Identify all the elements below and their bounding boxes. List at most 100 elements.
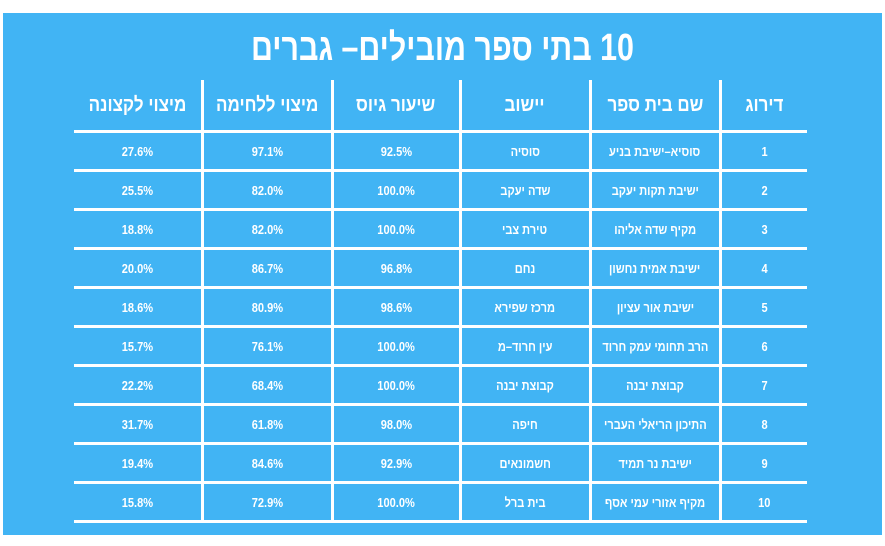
column-header-label: יישוב bbox=[505, 93, 545, 116]
cell-text: 86.7% bbox=[251, 260, 283, 276]
cell-rank: 2 bbox=[718, 170, 807, 211]
cell-text: 9 bbox=[761, 455, 768, 471]
cell-text: 92.5% bbox=[380, 143, 412, 159]
cell-combat-rate: 61.8% bbox=[200, 404, 332, 445]
cell-officer-rate: 19.4% bbox=[74, 443, 202, 484]
cell-combat-rate: 82.0% bbox=[200, 170, 332, 211]
column-header-label: מיצוי לקצונה bbox=[88, 93, 187, 116]
cell-officer-rate: 18.6% bbox=[74, 287, 202, 328]
cell-text: טירת צבי bbox=[502, 221, 548, 237]
cell-school-name: ישיבת אור עציון bbox=[588, 287, 720, 328]
cell-text: 27.6% bbox=[121, 143, 153, 159]
cell-text: בית ברל bbox=[504, 494, 546, 510]
cell-text: 18.8% bbox=[121, 221, 153, 237]
cell-enlistment-rate: 92.9% bbox=[330, 443, 460, 484]
table-row: 5 ישיבת אור עציון מרכז שפירא 98.6% 80.9% 18.6… bbox=[74, 287, 807, 328]
cell-locality: מרכז שפירא bbox=[458, 287, 590, 328]
infographic-panel: 10 בתי ספר מובילים– גברים דירוג שם בית ספ… bbox=[3, 13, 882, 535]
column-header-officer-rate: מיצוי לקצונה bbox=[74, 80, 202, 133]
schools-table: דירוג שם בית ספר יישוב שיעור גיוס מיצוי ללחי… bbox=[74, 80, 807, 523]
cell-text: 15.7% bbox=[121, 338, 153, 354]
cell-text: חשמונאים bbox=[499, 455, 551, 471]
column-header-rank: דירוג bbox=[718, 80, 807, 133]
cell-text: 20.0% bbox=[121, 260, 153, 276]
column-header-combat-rate: מיצוי ללחימה bbox=[200, 80, 332, 133]
cell-officer-rate: 22.2% bbox=[74, 365, 202, 406]
cell-text: ישיבת נר תמיד bbox=[618, 455, 692, 471]
cell-school-name: התיכון הריאלי העברי bbox=[588, 404, 720, 445]
cell-text: 68.4% bbox=[251, 377, 283, 393]
cell-text: נחם bbox=[514, 260, 536, 276]
cell-rank: 3 bbox=[718, 209, 807, 250]
cell-enlistment-rate: 98.0% bbox=[330, 404, 460, 445]
cell-text: 61.8% bbox=[251, 416, 283, 432]
cell-text: חיפה bbox=[512, 416, 538, 432]
table-row: 6 הרב תחומי עמק חרוד עין חרוד–מ 100.0% 76.1%… bbox=[74, 326, 807, 367]
page-title: 10 בתי ספר מובילים– גברים bbox=[251, 27, 634, 69]
cell-text: 18.6% bbox=[121, 299, 153, 315]
cell-locality: סוסיה bbox=[458, 131, 590, 172]
column-header-label: שם בית ספר bbox=[607, 93, 703, 116]
cell-combat-rate: 97.1% bbox=[200, 131, 332, 172]
cell-text: 19.4% bbox=[121, 455, 153, 471]
cell-enlistment-rate: 96.8% bbox=[330, 248, 460, 289]
cell-school-name: סוסיא–ישיבת בניע bbox=[588, 131, 720, 172]
cell-text: 15.8% bbox=[121, 494, 153, 510]
cell-text: 82.0% bbox=[251, 221, 283, 237]
column-header-enlistment-rate: שיעור גיוס bbox=[330, 80, 460, 133]
cell-rank: 7 bbox=[718, 365, 807, 406]
cell-officer-rate: 15.8% bbox=[74, 482, 202, 523]
column-header-school-name: שם בית ספר bbox=[588, 80, 720, 133]
cell-officer-rate: 27.6% bbox=[74, 131, 202, 172]
cell-text: 8 bbox=[761, 416, 768, 432]
cell-text: 80.9% bbox=[251, 299, 283, 315]
cell-text: 100.0% bbox=[377, 221, 415, 237]
table-row: 4 ישיבת אמית נחשון נחם 96.8% 86.7% 20.0% bbox=[74, 248, 807, 289]
cell-rank: 5 bbox=[718, 287, 807, 328]
column-header-label: דירוג bbox=[745, 93, 784, 116]
cell-enlistment-rate: 100.0% bbox=[330, 170, 460, 211]
cell-locality: בית ברל bbox=[458, 482, 590, 523]
cell-rank: 10 bbox=[718, 482, 807, 523]
cell-enlistment-rate: 92.5% bbox=[330, 131, 460, 172]
cell-text: 100.0% bbox=[377, 338, 415, 354]
cell-text: הרב תחומי עמק חרוד bbox=[601, 338, 708, 354]
cell-text: 4 bbox=[761, 260, 768, 276]
table-row: 1 סוסיא–ישיבת בניע סוסיה 92.5% 97.1% 27.6% bbox=[74, 131, 807, 172]
cell-officer-rate: 20.0% bbox=[74, 248, 202, 289]
cell-school-name: ישיבת נר תמיד bbox=[588, 443, 720, 484]
cell-enlistment-rate: 98.6% bbox=[330, 287, 460, 328]
cell-text: 25.5% bbox=[121, 182, 153, 198]
cell-combat-rate: 82.0% bbox=[200, 209, 332, 250]
table-row: 7 קבוצת יבנה קבוצת יבנה 100.0% 68.4% 22.2% bbox=[74, 365, 807, 406]
cell-combat-rate: 68.4% bbox=[200, 365, 332, 406]
cell-officer-rate: 18.8% bbox=[74, 209, 202, 250]
cell-school-name: ישיבת אמית נחשון bbox=[588, 248, 720, 289]
cell-text: 92.9% bbox=[380, 455, 412, 471]
cell-school-name: קבוצת יבנה bbox=[588, 365, 720, 406]
cell-text: התיכון הריאלי העברי bbox=[603, 416, 707, 432]
cell-text: 100.0% bbox=[377, 377, 415, 393]
column-header-label: שיעור גיוס bbox=[356, 93, 436, 116]
cell-school-name: מקיף אזורי עמי אסף bbox=[588, 482, 720, 523]
cell-officer-rate: 15.7% bbox=[74, 326, 202, 367]
table-row: 8 התיכון הריאלי העברי חיפה 98.0% 61.8% 31.7% bbox=[74, 404, 807, 445]
cell-text: סוסיא–ישיבת בניע bbox=[609, 143, 701, 159]
table-row: 2 ישיבת תקות יעקב שדה יעקב 100.0% 82.0% 25.5% bbox=[74, 170, 807, 211]
cell-text: 6 bbox=[761, 338, 768, 354]
cell-combat-rate: 86.7% bbox=[200, 248, 332, 289]
cell-locality: שדה יעקב bbox=[458, 170, 590, 211]
cell-rank: 8 bbox=[718, 404, 807, 445]
cell-text: 1 bbox=[761, 143, 768, 159]
cell-combat-rate: 72.9% bbox=[200, 482, 332, 523]
cell-text: ישיבת אור עציון bbox=[616, 299, 694, 315]
cell-rank: 6 bbox=[718, 326, 807, 367]
cell-text: סוסיה bbox=[510, 143, 540, 159]
cell-locality: טירת צבי bbox=[458, 209, 590, 250]
cell-text: 2 bbox=[761, 182, 768, 198]
cell-officer-rate: 31.7% bbox=[74, 404, 202, 445]
cell-locality: חיפה bbox=[458, 404, 590, 445]
column-header-label: מיצוי ללחימה bbox=[215, 93, 319, 116]
cell-text: 5 bbox=[761, 299, 768, 315]
cell-school-name: הרב תחומי עמק חרוד bbox=[588, 326, 720, 367]
